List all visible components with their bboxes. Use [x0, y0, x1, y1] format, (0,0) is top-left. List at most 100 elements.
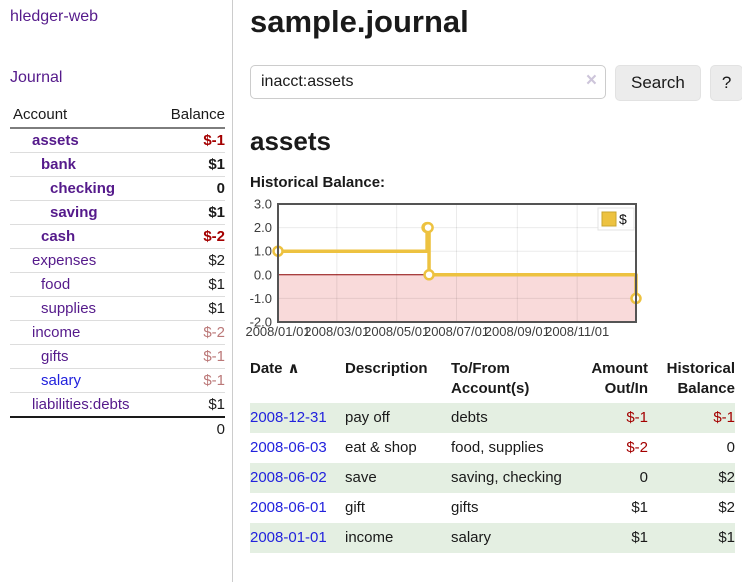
svg-text:2008/07/01: 2008/07/01 [424, 324, 489, 339]
register-row: 2008-12-31 pay off debts $-1 $-1 [250, 403, 735, 433]
account-balance: $1 [117, 392, 225, 417]
svg-text:3.0: 3.0 [254, 197, 272, 212]
app-title-link[interactable]: hledger-web [10, 8, 99, 25]
sidebar-item-journal[interactable]: Journal [10, 69, 63, 86]
account-balance: $1 [117, 272, 225, 297]
account-link[interactable]: checking [50, 180, 116, 197]
account-row: liabilities:debts $1 [10, 392, 225, 417]
balance-chart: $3.0 2.0 1.0 0.0 -1.0 -2.02008/01/012008/03/0… [245, 197, 642, 339]
register-header-description: Description [345, 360, 428, 377]
register-row: 2008-06-03 eat & shop food, supplies $-2 0 [250, 433, 735, 463]
account-balance: $-1 [117, 344, 225, 369]
account-balance: $-1 [203, 132, 225, 149]
account-link[interactable]: income [32, 324, 81, 341]
transaction-date-link[interactable]: 2008-06-03 [250, 439, 327, 456]
accounts-total-value: 0 [117, 416, 225, 441]
transaction-description: income [345, 523, 451, 553]
account-balance: $1 [117, 200, 225, 225]
transaction-amount: $-2 [626, 439, 648, 456]
transaction-amount: $1 [576, 523, 648, 553]
account-balance: $2 [117, 248, 225, 273]
account-row: income $-2 [10, 320, 225, 345]
transaction-description: pay off [345, 403, 451, 433]
svg-text:2008/09/01: 2008/09/01 [485, 324, 550, 339]
register-header-accounts: To/From Account(s) [451, 360, 530, 397]
account-row: salary $-1 [10, 368, 225, 393]
transaction-amount: $1 [631, 499, 648, 516]
svg-text:2008/01/01: 2008/01/01 [245, 324, 310, 339]
transaction-accounts: salary [451, 523, 576, 553]
transaction-accounts: gifts [451, 499, 479, 516]
account-balance: $1 [117, 296, 225, 321]
account-link[interactable]: bank [41, 156, 77, 173]
sidebar: hledger-web Journal Account Balance asse… [0, 0, 233, 582]
main-content: sample.journal × Search ? assets Histori… [233, 0, 742, 582]
transaction-date-link[interactable]: 2008-06-01 [250, 499, 327, 516]
page-title: sample.journal [250, 4, 469, 39]
account-link[interactable]: supplies [41, 300, 97, 317]
chart-label: Historical Balance: [250, 174, 386, 191]
transaction-amount: 0 [576, 463, 648, 493]
search-input-wrap: × [250, 65, 606, 99]
account-row: assets $-1 [10, 128, 225, 153]
account-link[interactable]: food [41, 276, 71, 293]
accounts-header-account: Account [10, 104, 118, 129]
transaction-date-link[interactable]: 2008-12-31 [250, 409, 327, 426]
accounts-table: Account Balance assets $-1 bank $1 checking 0… [10, 104, 225, 441]
accounts-header-balance: Balance [117, 104, 225, 129]
account-row: saving $1 [10, 200, 225, 225]
transaction-balance: $2 [648, 463, 735, 493]
account-row: supplies $1 [10, 296, 225, 321]
sort-asc-icon: ∧ [287, 360, 300, 377]
search-input[interactable] [250, 65, 606, 99]
transaction-date-link[interactable]: 2008-06-02 [250, 469, 327, 486]
account-link[interactable]: gifts [41, 348, 69, 365]
register-header-date[interactable]: Date ∧ [250, 360, 300, 377]
transaction-balance: $1 [648, 523, 735, 553]
svg-text:$: $ [619, 211, 627, 227]
accounts-table-body: assets $-1 bank $1 checking 0 saving $1 cash $-2 e… [10, 128, 225, 417]
account-link[interactable]: assets [32, 132, 79, 149]
register-row: 2008-06-02 save saving, checking 0 $2 [250, 463, 735, 493]
transaction-date-link[interactable]: 2008-01-01 [250, 529, 327, 546]
account-link[interactable]: cash [41, 228, 76, 245]
account-row: gifts $-1 [10, 344, 225, 369]
register-header-amount: Amount Out/In [591, 360, 648, 397]
account-link[interactable]: saving [50, 204, 98, 221]
svg-text:-2.0: -2.0 [250, 315, 272, 330]
register-header-balance: Historical Balance [666, 360, 735, 397]
svg-text:-1.0: -1.0 [250, 291, 272, 306]
transaction-accounts: food, supplies [451, 439, 544, 456]
svg-text:2008/05/01: 2008/05/01 [364, 324, 429, 339]
account-balance: $-2 [117, 224, 225, 249]
svg-text:1.0: 1.0 [254, 244, 272, 259]
transaction-balance: 0 [726, 439, 735, 456]
transaction-description: gift [345, 499, 366, 516]
svg-text:0.0: 0.0 [254, 267, 272, 282]
transaction-balance: $-1 [648, 403, 735, 433]
accounts-total-row: 0 [10, 416, 225, 441]
account-row: expenses $2 [10, 248, 225, 273]
svg-text:2008/11/01: 2008/11/01 [545, 324, 609, 339]
account-link[interactable]: expenses [32, 252, 97, 269]
account-balance: $-1 [117, 368, 225, 393]
transaction-description: save [345, 463, 451, 493]
account-balance: $1 [117, 152, 225, 177]
search-button[interactable]: Search [615, 65, 701, 101]
clear-search-icon[interactable]: × [585, 70, 597, 91]
account-link[interactable]: salary [41, 372, 82, 389]
account-row: bank $1 [10, 152, 225, 177]
account-link[interactable]: liabilities:debts [32, 396, 130, 413]
register-header-row: Date ∧ Description To/From Account(s) Amo… [250, 357, 735, 403]
transaction-balance: $2 [718, 499, 735, 516]
transaction-description: eat & shop [345, 439, 417, 456]
account-heading: assets [250, 126, 331, 156]
account-row: checking 0 [10, 176, 225, 201]
help-button[interactable]: ? [709, 65, 742, 101]
account-balance: $-2 [117, 320, 225, 345]
transaction-amount: $-1 [576, 403, 648, 433]
register-table: Date ∧ Description To/From Account(s) Amo… [250, 357, 735, 553]
transaction-accounts: debts [451, 403, 576, 433]
register-row: 2008-01-01 income salary $1 $1 [250, 523, 735, 553]
register-table-body: 2008-12-31 pay off debts $-1 $-1 2008-06-03 ea… [250, 403, 735, 553]
